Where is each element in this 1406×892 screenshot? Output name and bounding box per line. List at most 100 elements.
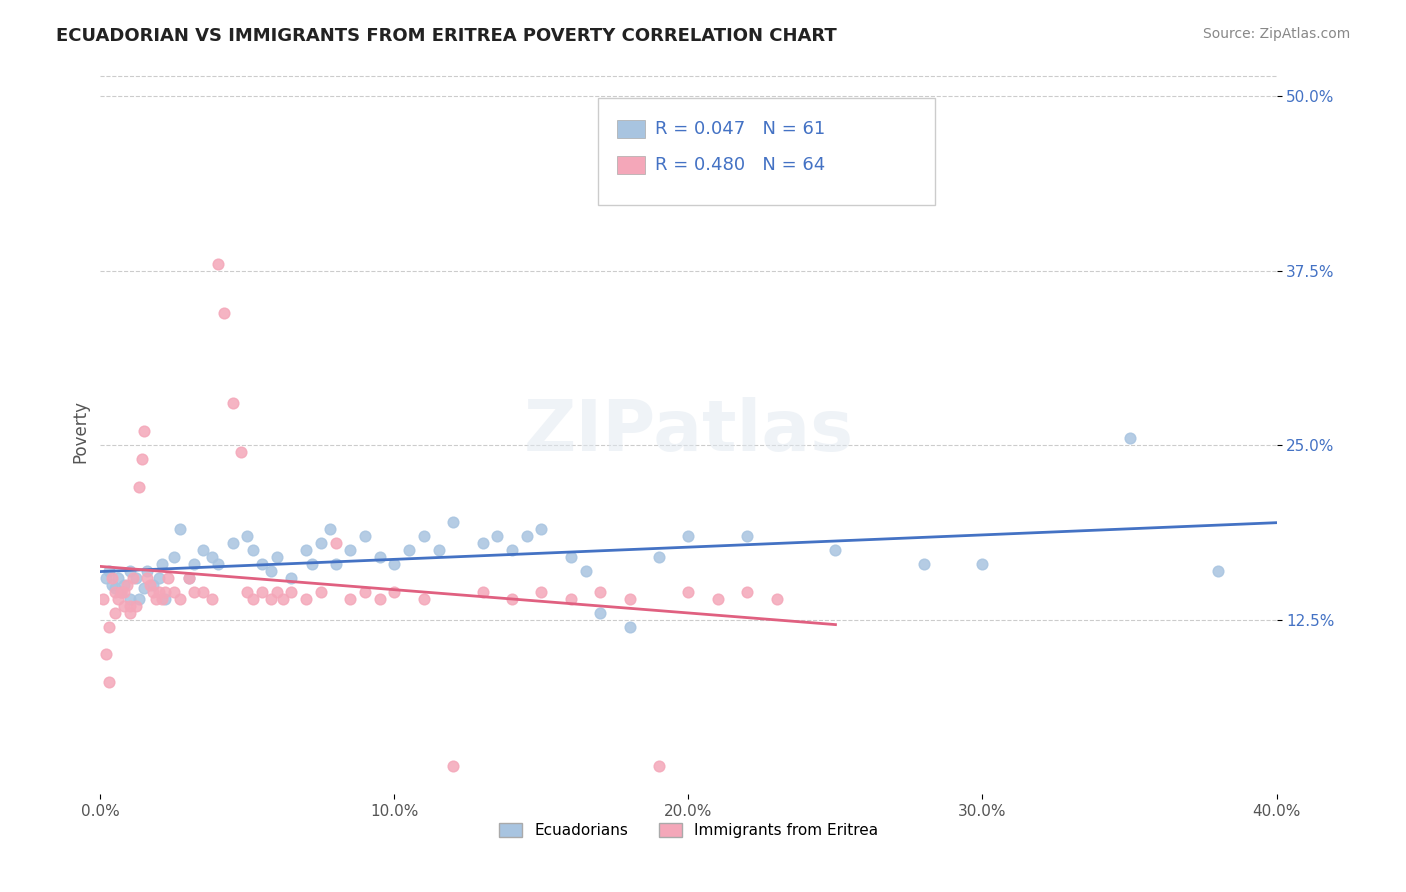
Text: R = 0.047   N = 61: R = 0.047 N = 61: [655, 120, 825, 138]
Point: [427, 542, 450, 557]
Point: [441, 515, 464, 529]
Point: [735, 584, 758, 599]
Point: [271, 591, 294, 606]
Point: [177, 571, 200, 585]
Point: [1118, 431, 1140, 445]
Point: [325, 536, 347, 550]
Point: [104, 581, 127, 595]
Point: [148, 571, 170, 585]
Point: [735, 529, 758, 543]
Point: [339, 542, 361, 557]
Point: [193, 542, 215, 557]
Point: [441, 759, 464, 773]
Point: [221, 536, 243, 550]
Point: [648, 759, 671, 773]
Point: [972, 557, 994, 571]
Y-axis label: Poverty: Poverty: [72, 400, 89, 463]
Point: [266, 584, 288, 599]
Point: [678, 584, 700, 599]
Point: [824, 542, 846, 557]
Point: [250, 584, 273, 599]
Point: [242, 591, 264, 606]
Point: [115, 578, 138, 592]
Point: [648, 549, 671, 564]
Point: [104, 606, 127, 620]
Point: [142, 584, 165, 599]
Point: [118, 564, 141, 578]
Point: [110, 584, 132, 599]
Point: [96, 648, 118, 662]
Text: Source: ZipAtlas.com: Source: ZipAtlas.com: [1202, 27, 1350, 41]
Point: [193, 584, 215, 599]
Point: [501, 591, 523, 606]
Point: [242, 542, 264, 557]
Point: [134, 581, 156, 595]
Text: ZIPatlas: ZIPatlas: [523, 397, 853, 466]
Point: [368, 549, 391, 564]
Point: [412, 529, 434, 543]
Point: [574, 564, 596, 578]
Point: [201, 549, 224, 564]
Point: [112, 584, 135, 599]
Point: [619, 591, 641, 606]
Point: [501, 542, 523, 557]
Point: [150, 591, 173, 606]
Point: [486, 529, 509, 543]
Point: [619, 619, 641, 633]
Point: [260, 591, 283, 606]
Legend: Ecuadorians, Immigrants from Eritrea: Ecuadorians, Immigrants from Eritrea: [494, 817, 884, 845]
Point: [231, 445, 253, 459]
Point: [177, 571, 200, 585]
Point: [560, 549, 582, 564]
Point: [560, 591, 582, 606]
Point: [98, 564, 121, 578]
Point: [169, 522, 191, 536]
Point: [471, 584, 494, 599]
Point: [169, 591, 191, 606]
Point: [183, 584, 205, 599]
Point: [148, 584, 170, 599]
Point: [131, 452, 153, 467]
Point: [98, 619, 121, 633]
Point: [236, 529, 259, 543]
Point: [260, 564, 283, 578]
Text: R = 0.480   N = 64: R = 0.480 N = 64: [655, 156, 825, 174]
Point: [398, 542, 420, 557]
Point: [128, 480, 150, 494]
Point: [301, 557, 323, 571]
Point: [354, 529, 377, 543]
Point: [96, 571, 118, 585]
Point: [589, 584, 612, 599]
Point: [107, 571, 129, 585]
Point: [136, 571, 159, 585]
Point: [201, 591, 224, 606]
Point: [309, 584, 332, 599]
Point: [589, 606, 612, 620]
Point: [309, 536, 332, 550]
Point: [212, 306, 235, 320]
Point: [339, 591, 361, 606]
Point: [207, 557, 229, 571]
Point: [368, 591, 391, 606]
Point: [153, 591, 176, 606]
Point: [295, 591, 318, 606]
Point: [471, 536, 494, 550]
Point: [101, 578, 124, 592]
Point: [112, 578, 135, 592]
Point: [325, 557, 347, 571]
Point: [319, 522, 342, 536]
Point: [1206, 564, 1229, 578]
Point: [118, 591, 141, 606]
Point: [236, 584, 259, 599]
Point: [91, 591, 114, 606]
Point: [516, 529, 538, 543]
Point: [124, 571, 146, 585]
Point: [295, 542, 318, 557]
Point: [101, 571, 124, 585]
Point: [124, 599, 146, 613]
Point: [128, 591, 150, 606]
Point: [153, 584, 176, 599]
Point: [150, 557, 173, 571]
Point: [678, 529, 700, 543]
Point: [104, 584, 127, 599]
